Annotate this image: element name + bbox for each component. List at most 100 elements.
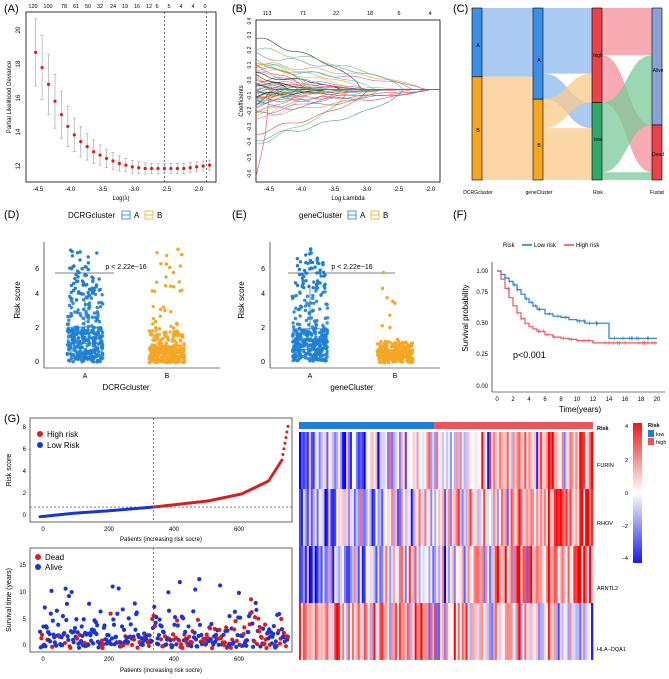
g-heat-cell (338, 432, 341, 489)
g-time-point (43, 644, 48, 649)
g-heat-cell (348, 603, 351, 660)
g-time-point (177, 638, 182, 643)
g-heat-cell (420, 432, 423, 489)
g-heat-cell (438, 489, 441, 546)
d-point (159, 356, 164, 361)
d-point (92, 354, 96, 359)
g-heat-cell (579, 603, 582, 660)
g-heat-cell (316, 603, 319, 660)
e-outlier (304, 261, 308, 265)
g-heat-cell (583, 489, 586, 546)
g-heat-cell (463, 432, 466, 489)
g-heat-cell (573, 489, 576, 546)
g-heat-cell (579, 432, 582, 489)
g-heat-cell (300, 603, 304, 660)
g-time-point (252, 639, 257, 644)
a-ytick: 16 (16, 94, 22, 101)
g-annotation-bar-high (434, 422, 593, 429)
g-heat-cell (504, 432, 508, 489)
g-heat-cell (587, 546, 590, 603)
g-heat-cell (442, 546, 445, 603)
g-heat-cell (389, 489, 392, 546)
g-heat-cell (542, 432, 545, 489)
e-point (298, 349, 302, 353)
g-time-point (168, 638, 173, 643)
g-time-xtick: 600 (234, 657, 245, 663)
d-point (68, 352, 73, 356)
g-heat-cell (545, 489, 549, 546)
b-coef-path (255, 74, 440, 90)
g-time-point (253, 600, 258, 606)
d-point (69, 356, 73, 361)
g-heat-cell (549, 603, 553, 660)
f-curve (497, 270, 657, 339)
g-time-point (227, 614, 232, 619)
e-point (385, 343, 389, 348)
g-heat-cell (373, 603, 376, 660)
g-heat-cell (451, 432, 455, 489)
g-time-point (128, 622, 133, 627)
g-heat-cell (422, 603, 425, 660)
d-point (76, 308, 80, 312)
a-count: 100 (43, 4, 52, 10)
g-time-point (249, 610, 254, 615)
g-time-point (102, 623, 107, 628)
d-point (86, 324, 91, 329)
g-heat-cell (459, 432, 462, 489)
a-point (175, 166, 179, 171)
panel-d-bracket: p < 2.22e−16 (55, 264, 147, 274)
d-point (95, 354, 99, 358)
g-heat-cell (575, 546, 578, 603)
g-heat-cell (563, 546, 566, 603)
g-time-point (79, 624, 84, 629)
c-flow (543, 8, 592, 74)
g-heat-cell (571, 432, 574, 489)
f-xtick: 4 (527, 397, 531, 403)
g-annotation-key-high (648, 438, 654, 445)
g-risk-legend-low: Low Risk (47, 441, 80, 450)
g-heat-cell (489, 432, 492, 489)
g-heat-cell (422, 489, 425, 546)
g-heat-cell (434, 603, 437, 660)
g-heat-cell (479, 432, 482, 489)
f-xtick: 10 (574, 397, 581, 403)
b-ytick: -0.1 (247, 91, 253, 100)
b-ytick: -0.3 (247, 122, 253, 131)
g-time-point (271, 631, 276, 637)
g-heat-cell (477, 546, 480, 603)
g-heat-cell (300, 546, 304, 603)
g-risk-point (281, 452, 285, 456)
g-heat-cell (420, 603, 423, 660)
g-heat-cell (559, 546, 562, 603)
d-point (92, 325, 96, 330)
e-point (302, 329, 306, 334)
g-heat-cell (469, 432, 472, 489)
g-heat-cell (500, 432, 504, 489)
g-heat-cell (510, 546, 513, 603)
g-heat-cell (361, 603, 364, 660)
g-heat-cell (410, 546, 413, 603)
f-xtick: 2 (511, 397, 515, 403)
g-heat-cell (391, 546, 394, 603)
g-time-point (250, 644, 256, 649)
e-outlier (380, 286, 385, 291)
g-heat-cell (420, 546, 423, 603)
g-heat-cell (516, 546, 519, 603)
g-heat-cell (320, 432, 323, 489)
g-heat-cell (430, 546, 433, 603)
e-point (323, 358, 327, 363)
e-point (316, 347, 320, 351)
g-heat-cell (471, 489, 474, 546)
d-point (149, 358, 154, 362)
g-heat-cell (493, 489, 496, 546)
a-count: 50 (85, 4, 91, 10)
d-point (161, 352, 165, 356)
g-heat-cell (438, 432, 441, 489)
d-point (101, 302, 105, 306)
g-heat-cell (340, 546, 343, 603)
a-count: 0 (203, 4, 206, 10)
g-heat-cell (553, 603, 557, 660)
g-heat-cell (530, 546, 533, 603)
g-heat-cell (353, 489, 357, 546)
e-point (382, 345, 387, 350)
